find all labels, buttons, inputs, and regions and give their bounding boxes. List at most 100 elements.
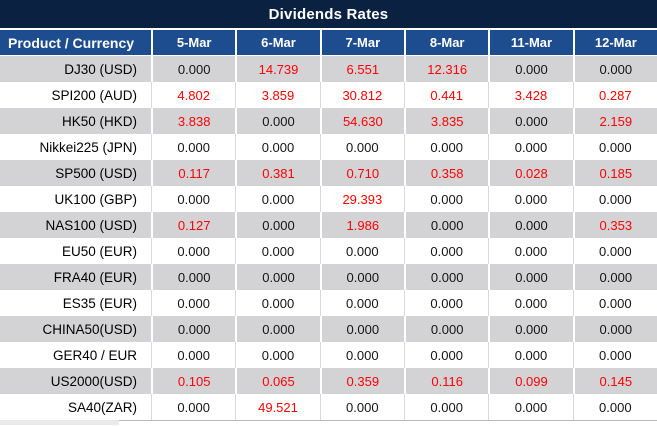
value-cell: 0.000: [151, 342, 235, 368]
value-cell: 14.739: [235, 56, 319, 82]
product-cell: SP500 (USD): [55, 165, 137, 181]
value-cell: 0.000: [235, 212, 319, 238]
table-row: SP500 (USD) 0.117 0.381 0.710 0.358 0.028 0.18…: [0, 160, 657, 186]
value-cell: 0.000: [404, 186, 488, 212]
date-header-cell: 12-Mar: [572, 30, 657, 55]
value-cell: 0.000: [319, 134, 404, 160]
bottom-edge-left-block: [0, 420, 119, 425]
value-cell: 0.000: [319, 316, 404, 342]
value-cell: 0.116: [404, 368, 488, 394]
product-cell: SPI200 (AUD): [51, 87, 137, 103]
value-cell: 0.000: [572, 316, 657, 342]
value-cell: 0.000: [319, 290, 404, 316]
value-cell: 3.838: [151, 108, 235, 134]
value-cell: 0.000: [151, 394, 235, 420]
bottom-edge: [0, 420, 657, 425]
product-cell: CHINA50(USD): [42, 321, 137, 337]
value-cell: 0.028: [488, 160, 572, 186]
date-header-cell: 8-Mar: [404, 30, 488, 55]
table-row: CHINA50(USD) 0.000 0.000 0.000 0.000 0.000 0.0…: [0, 316, 657, 342]
product-cell: GER40 / EUR: [52, 347, 137, 363]
table-header-row: Product / Currency 5-Mar 6-Mar 7-Mar 8-Mar 1…: [0, 30, 657, 56]
table-row: ES35 (EUR) 0.000 0.000 0.000 0.000 0.000 0.000: [0, 290, 657, 316]
value-cell: 0.381: [235, 160, 319, 186]
value-cell: 0.000: [404, 134, 488, 160]
table-row: DJ30 (USD) 0.000 14.739 6.551 12.316 0.000 0.0…: [0, 56, 657, 82]
value-cell: 29.393: [319, 186, 404, 212]
bottom-edge-rule: [119, 420, 657, 425]
value-cell: 4.802: [151, 82, 235, 108]
value-cell: 0.000: [319, 394, 404, 420]
product-cell: UK100 (GBP): [54, 191, 137, 207]
table-row: FRA40 (EUR) 0.000 0.000 0.000 0.000 0.000 0.00…: [0, 264, 657, 290]
value-cell: 0.065: [235, 368, 319, 394]
value-cell: 49.521: [235, 394, 319, 420]
value-cell: 0.358: [404, 160, 488, 186]
table-row: SA40(ZAR) 0.000 49.521 0.000 0.000 0.000 0.000: [0, 394, 657, 420]
table-row: GER40 / EUR 0.000 0.000 0.000 0.000 0.000 0.00…: [0, 342, 657, 368]
value-cell: 0.287: [572, 82, 657, 108]
value-cell: 0.000: [488, 108, 572, 134]
value-cell: 30.812: [319, 82, 404, 108]
table-row: NAS100 (USD) 0.127 0.000 1.986 0.000 0.000 0.3…: [0, 212, 657, 238]
table-row: UK100 (GBP) 0.000 0.000 29.393 0.000 0.000 0.0…: [0, 186, 657, 212]
value-cell: 0.000: [488, 186, 572, 212]
table-row: EU50 (EUR) 0.000 0.000 0.000 0.000 0.000 0.000: [0, 238, 657, 264]
value-cell: 0.000: [488, 342, 572, 368]
product-cell: Nikkei225 (JPN): [39, 139, 137, 155]
product-currency-header: Product / Currency: [8, 34, 135, 51]
value-cell: 0.000: [404, 238, 488, 264]
table-row: HK50 (HKD) 3.838 0.000 54.630 3.835 0.000 2.15…: [0, 108, 657, 134]
value-cell: 0.359: [319, 368, 404, 394]
value-cell: 0.000: [488, 264, 572, 290]
value-cell: 3.428: [488, 82, 572, 108]
date-header-cell: 7-Mar: [319, 30, 404, 55]
value-cell: 0.000: [235, 186, 319, 212]
value-cell: 0.441: [404, 82, 488, 108]
value-cell: 0.000: [488, 290, 572, 316]
value-cell: 0.000: [572, 134, 657, 160]
value-cell: 54.630: [319, 108, 404, 134]
value-cell: 0.000: [235, 108, 319, 134]
date-header-cell: 6-Mar: [235, 30, 319, 55]
product-cell: DJ30 (USD): [64, 61, 137, 77]
value-cell: 0.000: [488, 316, 572, 342]
value-cell: 0.000: [151, 56, 235, 82]
product-cell: SA40(ZAR): [67, 399, 137, 415]
table-title-bar: Dividends Rates: [0, 0, 657, 28]
value-cell: 0.000: [572, 264, 657, 290]
value-cell: 0.000: [572, 56, 657, 82]
value-cell: 0.000: [404, 212, 488, 238]
product-cell: FRA40 (EUR): [53, 269, 137, 285]
value-cell: 0.000: [572, 238, 657, 264]
value-cell: 0.000: [572, 290, 657, 316]
product-cell: ES35 (EUR): [62, 295, 137, 311]
value-cell: 0.000: [404, 394, 488, 420]
value-cell: 0.185: [572, 160, 657, 186]
value-cell: 6.551: [319, 56, 404, 82]
value-cell: 2.159: [572, 108, 657, 134]
value-cell: 0.000: [404, 264, 488, 290]
value-cell: 0.000: [235, 342, 319, 368]
value-cell: 0.000: [235, 264, 319, 290]
value-cell: 0.000: [151, 186, 235, 212]
value-cell: 0.000: [235, 238, 319, 264]
table-title: Dividends Rates: [268, 5, 389, 23]
value-cell: 0.000: [235, 290, 319, 316]
value-cell: 3.835: [404, 108, 488, 134]
product-cell: EU50 (EUR): [61, 243, 137, 259]
value-cell: 0.353: [572, 212, 657, 238]
value-cell: 0.710: [319, 160, 404, 186]
product-cell: NAS100 (USD): [45, 217, 137, 233]
value-cell: 12.316: [404, 56, 488, 82]
value-cell: 0.000: [572, 186, 657, 212]
value-cell: 0.000: [151, 238, 235, 264]
table-row: Nikkei225 (JPN) 0.000 0.000 0.000 0.000 0.000…: [0, 134, 657, 160]
value-cell: 3.859: [235, 82, 319, 108]
value-cell: 0.000: [235, 134, 319, 160]
value-cell: 0.117: [151, 160, 235, 186]
value-cell: 0.000: [151, 134, 235, 160]
value-cell: 0.000: [572, 342, 657, 368]
value-cell: 0.000: [488, 238, 572, 264]
